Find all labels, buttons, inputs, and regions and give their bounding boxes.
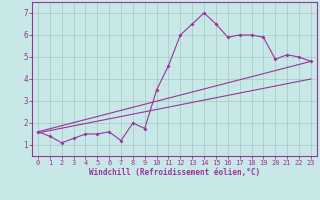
X-axis label: Windchill (Refroidissement éolien,°C): Windchill (Refroidissement éolien,°C)	[89, 168, 260, 177]
